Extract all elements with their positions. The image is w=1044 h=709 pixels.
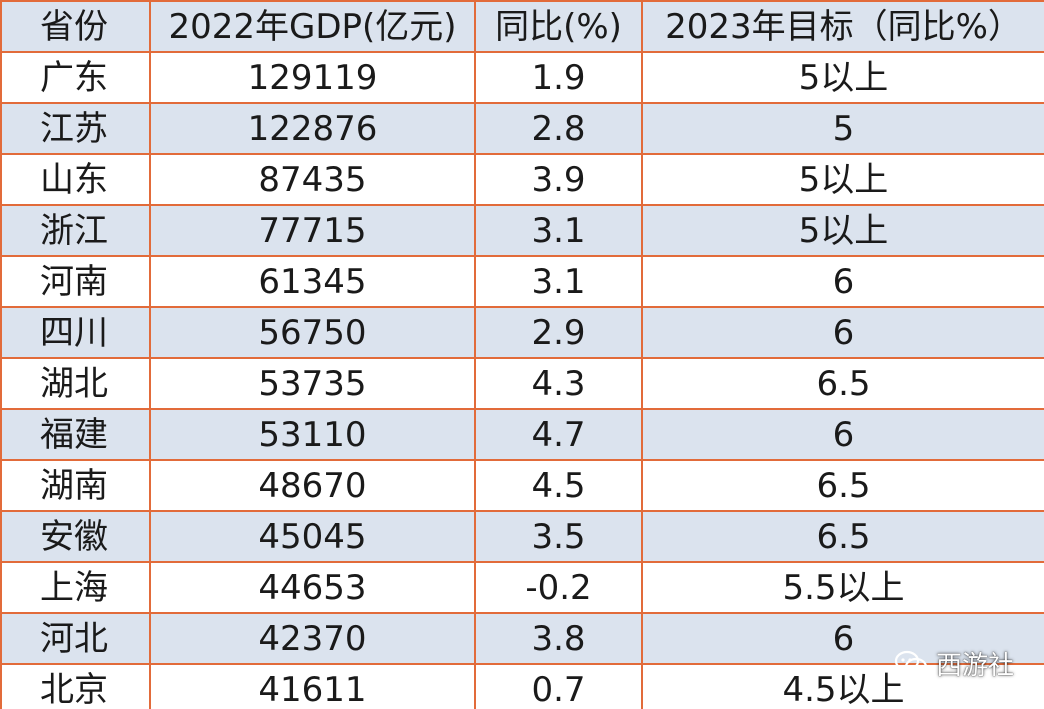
cell-gdp-2022: 56750 <box>149 306 476 359</box>
cell-gdp-2022: 41611 <box>149 663 476 709</box>
cell-target-2023: 6 <box>641 255 1044 308</box>
cell-target-2023: 5以上 <box>641 51 1044 104</box>
cell-province: 上海 <box>0 561 151 614</box>
cell-target-2023: 5.5以上 <box>641 561 1044 614</box>
table-row: 江苏 122876 2.8 5 <box>0 102 1044 155</box>
cell-province: 湖南 <box>0 459 151 512</box>
cell-province: 江苏 <box>0 102 151 155</box>
cell-province: 北京 <box>0 663 151 709</box>
header-province: 省份 <box>0 0 151 53</box>
table-row: 湖南 48670 4.5 6.5 <box>0 459 1044 512</box>
cell-province: 山东 <box>0 153 151 206</box>
cell-province: 安徽 <box>0 510 151 563</box>
cell-target-2023: 6.5 <box>641 357 1044 410</box>
cell-yoy: 2.9 <box>474 306 643 359</box>
cell-gdp-2022: 45045 <box>149 510 476 563</box>
header-gdp-2022: 2022年GDP(亿元) <box>149 0 476 53</box>
cell-gdp-2022: 48670 <box>149 459 476 512</box>
table-row: 河南 61345 3.1 6 <box>0 255 1044 308</box>
cell-yoy: 1.9 <box>474 51 643 104</box>
cell-target-2023: 4.5以上 <box>641 663 1044 709</box>
cell-yoy: 3.5 <box>474 510 643 563</box>
cell-yoy: 4.3 <box>474 357 643 410</box>
cell-gdp-2022: 61345 <box>149 255 476 308</box>
cell-province: 湖北 <box>0 357 151 410</box>
cell-yoy: 3.9 <box>474 153 643 206</box>
cell-target-2023: 5以上 <box>641 153 1044 206</box>
cell-target-2023: 6 <box>641 612 1044 665</box>
table-row: 山东 87435 3.9 5以上 <box>0 153 1044 206</box>
cell-target-2023: 6.5 <box>641 510 1044 563</box>
cell-target-2023: 6 <box>641 408 1044 461</box>
cell-gdp-2022: 42370 <box>149 612 476 665</box>
cell-province: 浙江 <box>0 204 151 257</box>
cell-yoy: 0.7 <box>474 663 643 709</box>
table-row: 四川 56750 2.9 6 <box>0 306 1044 359</box>
cell-yoy: -0.2 <box>474 561 643 614</box>
table-row: 福建 53110 4.7 6 <box>0 408 1044 461</box>
cell-province: 河南 <box>0 255 151 308</box>
cell-gdp-2022: 77715 <box>149 204 476 257</box>
table-row: 湖北 53735 4.3 6.5 <box>0 357 1044 410</box>
table-row: 安徽 45045 3.5 6.5 <box>0 510 1044 563</box>
table-row: 上海 44653 -0.2 5.5以上 <box>0 561 1044 614</box>
cell-province: 河北 <box>0 612 151 665</box>
cell-province: 广东 <box>0 51 151 104</box>
header-target-2023: 2023年目标（同比%） <box>641 0 1044 53</box>
cell-yoy: 3.8 <box>474 612 643 665</box>
cell-yoy: 2.8 <box>474 102 643 155</box>
cell-gdp-2022: 87435 <box>149 153 476 206</box>
table-row: 广东 129119 1.9 5以上 <box>0 51 1044 104</box>
cell-yoy: 3.1 <box>474 255 643 308</box>
cell-target-2023: 5 <box>641 102 1044 155</box>
cell-yoy: 3.1 <box>474 204 643 257</box>
cell-gdp-2022: 53110 <box>149 408 476 461</box>
table-header-row: 省份 2022年GDP(亿元) 同比(%) 2023年目标（同比%） <box>0 0 1044 53</box>
cell-gdp-2022: 53735 <box>149 357 476 410</box>
cell-target-2023: 6.5 <box>641 459 1044 512</box>
table-row: 浙江 77715 3.1 5以上 <box>0 204 1044 257</box>
header-yoy: 同比(%) <box>474 0 643 53</box>
cell-target-2023: 5以上 <box>641 204 1044 257</box>
cell-yoy: 4.7 <box>474 408 643 461</box>
cell-target-2023: 6 <box>641 306 1044 359</box>
table-row: 河北 42370 3.8 6 <box>0 612 1044 665</box>
cell-gdp-2022: 129119 <box>149 51 476 104</box>
cell-province: 福建 <box>0 408 151 461</box>
table-row: 北京 41611 0.7 4.5以上 <box>0 663 1044 709</box>
cell-gdp-2022: 44653 <box>149 561 476 614</box>
cell-gdp-2022: 122876 <box>149 102 476 155</box>
cell-yoy: 4.5 <box>474 459 643 512</box>
cell-province: 四川 <box>0 306 151 359</box>
